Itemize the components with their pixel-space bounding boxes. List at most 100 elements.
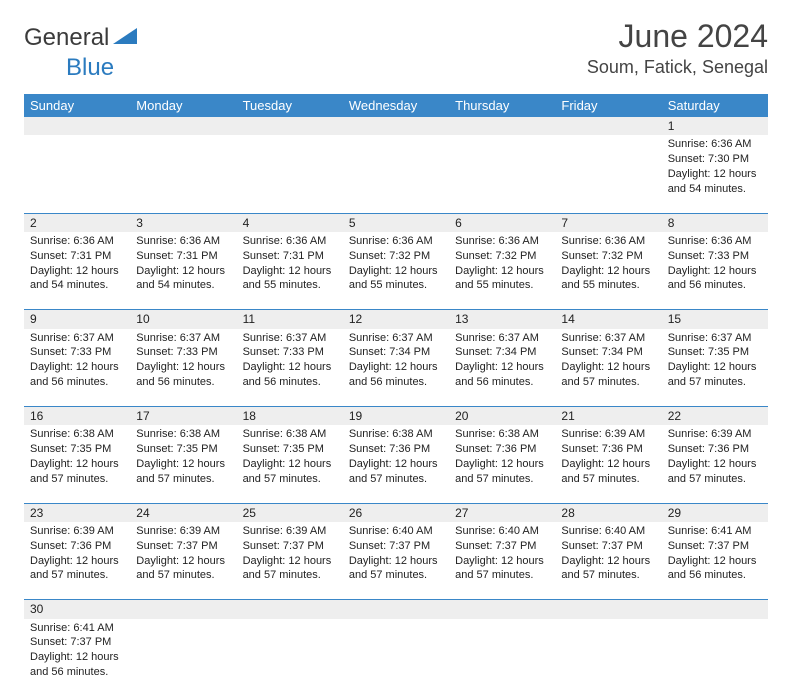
day-number-cell: 2 [24,213,130,232]
day-number-row: 1 [24,117,768,135]
daylight-line: Daylight: 12 hours and 56 minutes. [349,360,443,390]
daylight-line: Daylight: 12 hours and 57 minutes. [561,360,655,390]
day-cell [130,619,236,697]
sunset-line: Sunset: 7:36 PM [668,442,762,457]
day-cell: Sunrise: 6:41 AMSunset: 7:37 PMDaylight:… [24,619,130,697]
daylight-line: Daylight: 12 hours and 55 minutes. [455,264,549,294]
sunrise-line: Sunrise: 6:38 AM [243,427,337,442]
day-number-row: 9101112131415 [24,310,768,329]
sunrise-line: Sunrise: 6:39 AM [243,524,337,539]
sunrise-line: Sunrise: 6:37 AM [455,331,549,346]
day-number-cell: 29 [662,503,768,522]
day-cell [343,135,449,213]
day-number-cell [555,600,661,619]
sunset-line: Sunset: 7:35 PM [243,442,337,457]
day-cell: Sunrise: 6:39 AMSunset: 7:36 PMDaylight:… [662,425,768,503]
sunrise-line: Sunrise: 6:41 AM [668,524,762,539]
sunrise-line: Sunrise: 6:37 AM [668,331,762,346]
weekday-header: Saturday [662,94,768,117]
day-number-cell: 12 [343,310,449,329]
sunset-line: Sunset: 7:31 PM [243,249,337,264]
day-number-cell: 21 [555,407,661,426]
sunrise-line: Sunrise: 6:37 AM [561,331,655,346]
day-number-cell: 5 [343,213,449,232]
sunrise-line: Sunrise: 6:37 AM [349,331,443,346]
day-cell: Sunrise: 6:36 AMSunset: 7:32 PMDaylight:… [555,232,661,310]
daylight-line: Daylight: 12 hours and 57 minutes. [561,457,655,487]
day-number-cell: 25 [237,503,343,522]
day-cell: Sunrise: 6:38 AMSunset: 7:35 PMDaylight:… [130,425,236,503]
daylight-line: Daylight: 12 hours and 55 minutes. [349,264,443,294]
sunrise-line: Sunrise: 6:36 AM [668,137,762,152]
sunrise-line: Sunrise: 6:39 AM [30,524,124,539]
sunrise-line: Sunrise: 6:40 AM [349,524,443,539]
daylight-line: Daylight: 12 hours and 57 minutes. [30,554,124,584]
day-cell: Sunrise: 6:40 AMSunset: 7:37 PMDaylight:… [449,522,555,600]
logo-word2: Blue [66,54,792,82]
day-cell [237,619,343,697]
day-number-cell: 8 [662,213,768,232]
day-number-cell [555,117,661,135]
sunrise-line: Sunrise: 6:39 AM [136,524,230,539]
day-number-cell: 17 [130,407,236,426]
day-number-cell: 14 [555,310,661,329]
day-cell [555,135,661,213]
sunrise-line: Sunrise: 6:39 AM [668,427,762,442]
daylight-line: Daylight: 12 hours and 57 minutes. [243,457,337,487]
weekday-header: Wednesday [343,94,449,117]
sunset-line: Sunset: 7:34 PM [561,345,655,360]
sunset-line: Sunset: 7:37 PM [455,539,549,554]
day-number-cell [449,117,555,135]
daylight-line: Daylight: 12 hours and 56 minutes. [243,360,337,390]
week-row: Sunrise: 6:41 AMSunset: 7:37 PMDaylight:… [24,619,768,697]
sunset-line: Sunset: 7:37 PM [668,539,762,554]
day-number-cell [237,600,343,619]
sunrise-line: Sunrise: 6:36 AM [136,234,230,249]
daylight-line: Daylight: 12 hours and 57 minutes. [349,457,443,487]
day-cell: Sunrise: 6:39 AMSunset: 7:36 PMDaylight:… [555,425,661,503]
daylight-line: Daylight: 12 hours and 54 minutes. [668,167,762,197]
day-cell: Sunrise: 6:37 AMSunset: 7:34 PMDaylight:… [555,329,661,407]
week-row: Sunrise: 6:37 AMSunset: 7:33 PMDaylight:… [24,329,768,407]
sunset-line: Sunset: 7:36 PM [30,539,124,554]
daylight-line: Daylight: 12 hours and 55 minutes. [243,264,337,294]
sunset-line: Sunset: 7:37 PM [243,539,337,554]
sunset-line: Sunset: 7:32 PM [349,249,443,264]
day-number-cell: 28 [555,503,661,522]
day-cell: Sunrise: 6:36 AMSunset: 7:31 PMDaylight:… [130,232,236,310]
logo-word1: General [24,24,109,52]
day-number-cell: 10 [130,310,236,329]
day-number-cell: 3 [130,213,236,232]
day-number-cell: 23 [24,503,130,522]
sunset-line: Sunset: 7:33 PM [136,345,230,360]
sunset-line: Sunset: 7:36 PM [349,442,443,457]
daylight-line: Daylight: 12 hours and 57 minutes. [668,360,762,390]
day-number-cell: 7 [555,213,661,232]
sunrise-line: Sunrise: 6:36 AM [561,234,655,249]
day-cell: Sunrise: 6:39 AMSunset: 7:37 PMDaylight:… [130,522,236,600]
day-number-cell: 22 [662,407,768,426]
day-cell: Sunrise: 6:40 AMSunset: 7:37 PMDaylight:… [343,522,449,600]
day-cell [343,619,449,697]
day-number-cell [449,600,555,619]
sunrise-line: Sunrise: 6:36 AM [668,234,762,249]
day-cell [662,619,768,697]
day-number-cell [24,117,130,135]
daylight-line: Daylight: 12 hours and 56 minutes. [136,360,230,390]
sunset-line: Sunset: 7:36 PM [561,442,655,457]
sunset-line: Sunset: 7:34 PM [455,345,549,360]
daylight-line: Daylight: 12 hours and 57 minutes. [136,457,230,487]
sunset-line: Sunset: 7:33 PM [668,249,762,264]
sunrise-line: Sunrise: 6:36 AM [243,234,337,249]
day-number-cell [662,600,768,619]
sunset-line: Sunset: 7:35 PM [30,442,124,457]
day-number-cell: 9 [24,310,130,329]
sunrise-line: Sunrise: 6:37 AM [30,331,124,346]
week-row: Sunrise: 6:39 AMSunset: 7:36 PMDaylight:… [24,522,768,600]
daylight-line: Daylight: 12 hours and 57 minutes. [455,457,549,487]
day-cell [449,619,555,697]
day-cell: Sunrise: 6:37 AMSunset: 7:34 PMDaylight:… [449,329,555,407]
daylight-line: Daylight: 12 hours and 57 minutes. [455,554,549,584]
daylight-line: Daylight: 12 hours and 56 minutes. [30,650,124,680]
sunset-line: Sunset: 7:33 PM [30,345,124,360]
